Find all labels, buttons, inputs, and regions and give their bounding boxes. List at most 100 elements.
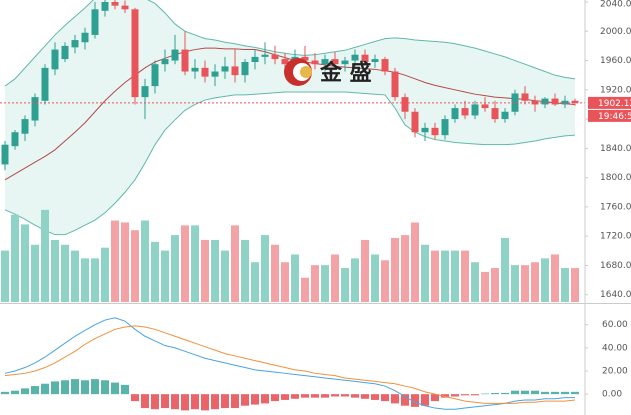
candle-body xyxy=(571,100,579,103)
macd-bar xyxy=(371,394,379,400)
macd-bar xyxy=(221,394,229,409)
volume-bar xyxy=(181,225,189,302)
price-panel xyxy=(1,0,579,302)
candle-body xyxy=(231,66,239,76)
candle-body xyxy=(551,98,559,105)
last-price-label: 1902.12 xyxy=(598,99,631,109)
macd-bar xyxy=(211,394,219,410)
volume-bar xyxy=(1,250,9,302)
macd-bar xyxy=(121,384,129,395)
volume-bar xyxy=(291,254,299,302)
macd-bar xyxy=(181,394,189,411)
macd-bar xyxy=(91,379,99,395)
volume-bar xyxy=(551,254,559,302)
candle-body xyxy=(201,67,209,77)
volume-bar xyxy=(281,262,289,302)
candle-body xyxy=(21,119,29,134)
macd-bar xyxy=(321,394,329,398)
macd-bar xyxy=(231,394,239,409)
volume-bar xyxy=(211,239,219,302)
candle-body xyxy=(391,71,399,98)
volume-bar xyxy=(431,250,439,302)
macd-bar xyxy=(421,394,429,406)
candle-body xyxy=(471,104,479,116)
volume-bar xyxy=(321,265,329,302)
volume-bar xyxy=(241,239,249,302)
macd-bar xyxy=(441,394,449,398)
macd-bar xyxy=(81,380,89,395)
macd-bar xyxy=(331,394,339,397)
macd-tick-label: 20.00 xyxy=(602,367,628,377)
volume-bar xyxy=(361,239,369,302)
candle-body xyxy=(351,54,359,61)
y-tick-label: 1960.00 xyxy=(600,56,631,66)
macd-bar xyxy=(541,391,549,395)
volume-bar xyxy=(31,244,39,302)
candle-body xyxy=(411,111,419,133)
macd-bar xyxy=(111,382,119,395)
volume-bar xyxy=(391,237,399,302)
candle-body xyxy=(541,98,549,105)
macd-bar xyxy=(511,390,519,395)
y-tick-label: 2000.00 xyxy=(600,27,631,37)
candle-body xyxy=(31,97,39,121)
macd-bar xyxy=(311,394,319,398)
macd-bar xyxy=(351,394,359,398)
volume-bar xyxy=(301,277,309,302)
macd-bar xyxy=(531,390,539,395)
volume-bar xyxy=(421,244,429,302)
volume-bar xyxy=(541,258,549,302)
candle-body xyxy=(521,93,529,101)
candle-body xyxy=(531,100,539,105)
volume-bar xyxy=(21,224,29,302)
candle-body xyxy=(151,64,159,87)
candle-body xyxy=(261,54,269,57)
volume-bar xyxy=(251,262,259,302)
macd-bar xyxy=(291,394,299,399)
volume-bar xyxy=(341,268,349,302)
macd-bar xyxy=(571,391,579,395)
time-label: 19:46:59 xyxy=(598,112,631,122)
macd-bar xyxy=(201,394,209,411)
macd-bar xyxy=(161,394,169,409)
volume-bar xyxy=(61,244,69,302)
macd-bar xyxy=(471,394,479,396)
macd-bar xyxy=(1,391,9,395)
candle-body xyxy=(491,108,499,120)
candle-body xyxy=(441,119,449,136)
candle-body xyxy=(171,49,179,61)
volume-bar xyxy=(11,214,19,302)
candle-body xyxy=(251,56,259,62)
y-tick-label: 1680.00 xyxy=(600,261,631,271)
candle-body xyxy=(311,60,319,65)
candle-body xyxy=(281,59,289,65)
candle-body xyxy=(301,56,309,61)
band-lower xyxy=(4,91,576,236)
candle-body xyxy=(461,108,469,116)
candle-body xyxy=(331,59,339,65)
volume-bar xyxy=(571,268,579,302)
macd-bar xyxy=(341,394,349,397)
macd-bar xyxy=(51,381,59,395)
candle-body xyxy=(421,127,429,133)
candle-body xyxy=(361,54,369,62)
macd-bar xyxy=(431,394,439,402)
candle-body xyxy=(381,59,389,72)
macd-tick-label: 0.00 xyxy=(602,390,622,400)
candle-body xyxy=(101,2,109,11)
macd-bar xyxy=(461,394,469,396)
volume-bar xyxy=(471,262,479,302)
volume-bar xyxy=(261,235,269,302)
macd-bar xyxy=(521,390,529,395)
macd-bar xyxy=(21,388,29,395)
volume-bar xyxy=(41,209,49,302)
volume-bar xyxy=(131,230,139,302)
macd-bar xyxy=(141,394,149,409)
volume-bar xyxy=(381,260,389,302)
volume-bar xyxy=(311,265,319,302)
macd-bar xyxy=(101,380,109,395)
macd-bar xyxy=(491,393,499,395)
candle-body xyxy=(511,93,519,112)
macd-bar xyxy=(561,391,569,395)
